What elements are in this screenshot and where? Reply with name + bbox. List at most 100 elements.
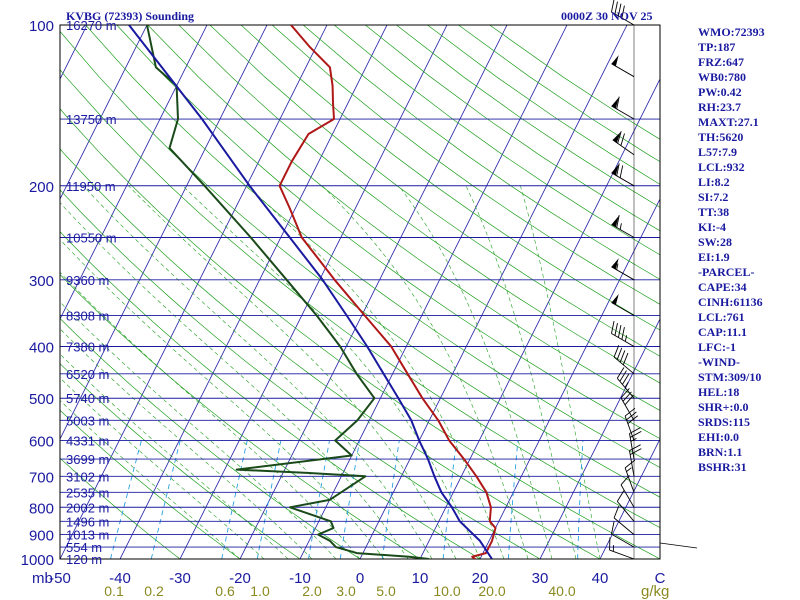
isotherm-line: [299, 25, 568, 559]
stat-item: SW:28: [698, 235, 733, 249]
mixing-ratio-unit-label: g/kg: [641, 583, 669, 600]
barb-flag: [622, 373, 630, 385]
barb-flag: [624, 407, 636, 417]
dry-adiabat-line: [60, 231, 481, 559]
temperature-tick-label: 40: [592, 570, 609, 587]
wind-barb: [616, 367, 635, 399]
wind-barb: [611, 321, 635, 347]
dry-adiabat-line: [271, 25, 660, 305]
barb-pennant: [612, 132, 621, 143]
barb-pennant: [611, 164, 619, 176]
barb-flag: [624, 459, 636, 469]
height-label: 16270 m: [66, 18, 117, 33]
dry-adiabat-line: [85, 25, 660, 468]
dry-adiabat-line: [60, 457, 181, 559]
mixing-ratio-label: 0.2: [144, 583, 164, 599]
barb-pennant: [611, 215, 619, 227]
barb-flag: [629, 431, 642, 438]
barb-pennant: [611, 293, 619, 305]
height-label: 13750 m: [66, 112, 117, 127]
mixing-ratio-line: [381, 440, 400, 559]
wind-barb: [611, 293, 635, 316]
wind-barb: [611, 163, 635, 187]
barb-half: [626, 467, 632, 472]
barb-flag: [614, 323, 618, 336]
stat-item: PW:0.42: [698, 85, 742, 99]
wind-barb: [611, 55, 635, 78]
stat-item: RH:23.7: [698, 100, 741, 114]
mixing-ratio-label: 1.0: [250, 583, 270, 599]
wind-barb: [613, 505, 635, 535]
mixing-ratio-label: 40.0: [548, 583, 575, 599]
moist-adiabat-line: [128, 185, 457, 559]
stat-item: TP:187: [698, 40, 736, 54]
temperature-tick-label: 30: [532, 570, 549, 587]
stat-item: WB0:780: [698, 70, 746, 84]
stat-item: SI:7.2: [698, 190, 729, 204]
pressure-unit-label: mb: [32, 570, 53, 587]
moist-adiabat-line: [60, 377, 265, 559]
barb-flag: [617, 131, 622, 144]
temperature-tick-label: -10: [289, 570, 311, 587]
stat-item: EI:1.9: [698, 250, 730, 264]
height-label: 8308 m: [66, 309, 109, 324]
isotherm-line: [0, 25, 27, 559]
barb-flag: [611, 0, 615, 13]
moist-adiabat-line: [60, 353, 289, 559]
isotherm-line: [359, 25, 628, 559]
barb-flag: [622, 352, 629, 365]
barb-shaft: [611, 333, 635, 347]
stat-item: LCL:932: [698, 160, 745, 174]
pressure-tick-label: 200: [29, 179, 54, 196]
stat-item: TH:5620: [698, 130, 744, 144]
barb-pennant: [611, 258, 619, 270]
wind-barb: [611, 215, 635, 238]
barb-shaft: [611, 11, 635, 26]
barb-shaft: [613, 517, 635, 535]
barb-flag: [611, 321, 615, 334]
wind-barb: [624, 459, 636, 493]
storm-motion-line: [659, 542, 698, 549]
barb-flag: [619, 165, 624, 178]
isotherm-line: [60, 25, 328, 559]
dry-adiabat-line: [209, 25, 660, 357]
dry-adiabat-line: [60, 409, 241, 559]
temperature-tick-label: -20: [229, 570, 251, 587]
barb-flag: [619, 350, 626, 363]
mixing-ratio-label: 20.0: [478, 583, 505, 599]
stat-item: LCL:761: [698, 310, 745, 324]
wind-barbs: [609, 0, 698, 560]
barb-pennant: [611, 97, 619, 109]
barb-flag: [613, 505, 620, 519]
barb-shaft: [613, 356, 635, 375]
stat-item: MAXT:27.1: [698, 115, 759, 129]
barb-flag: [616, 215, 620, 228]
dry-adiabat-line: [240, 25, 660, 331]
isotherm-line: [119, 25, 388, 559]
stat-item: EHI:0.0: [698, 430, 740, 444]
barb-shaft: [611, 533, 635, 548]
moist-adiabat-line: [60, 400, 241, 559]
isotherm-line: [60, 25, 148, 200]
stat-item: LI:8.2: [698, 175, 730, 189]
height-label: 5003 m: [66, 413, 109, 428]
wind-barb: [611, 0, 635, 26]
stat-item: KI:-4: [698, 220, 726, 234]
stat-item: CAP:11.1: [698, 325, 747, 339]
barb-flag: [616, 96, 620, 110]
barb-flag: [629, 448, 642, 456]
mixing-ratio-line: [577, 440, 584, 559]
isotherm-line: [239, 25, 508, 559]
dry-adiabat-line: [60, 108, 660, 559]
mixing-ratio-label: 5.0: [376, 583, 396, 599]
barb-flag: [629, 444, 641, 452]
mixing-ratio-label: 0.1: [104, 583, 124, 599]
barb-shaft: [611, 302, 635, 316]
dry-adiabat-line: [60, 273, 421, 559]
dry-adiabat-line: [60, 30, 660, 498]
moist-adiabat-line: [465, 185, 577, 559]
barb-half: [616, 263, 619, 270]
isobar-lines: [59, 24, 661, 560]
temperature-tick-label: 10: [412, 570, 429, 587]
